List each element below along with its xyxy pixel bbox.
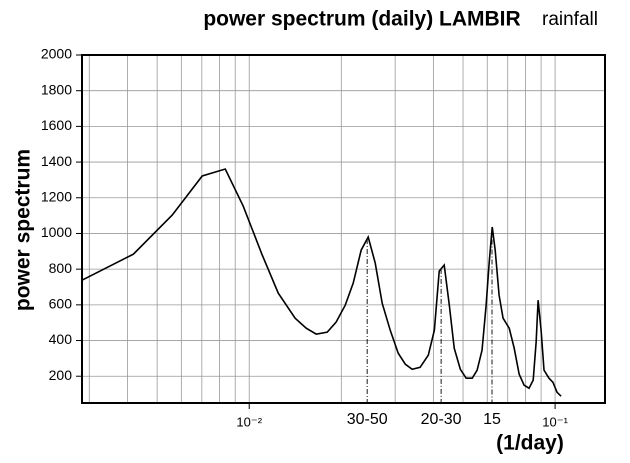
chart-title: power spectrum (daily) LAMBIR xyxy=(203,8,520,31)
chart-subtitle: rainfall xyxy=(542,9,598,30)
y-tick-label: 1800 xyxy=(41,81,72,97)
x-tick-label: 10⁻¹ xyxy=(542,414,568,429)
y-tick-label: 1000 xyxy=(41,224,72,240)
y-tick-label: 200 xyxy=(49,367,73,383)
annotation: 15 xyxy=(483,411,501,428)
y-tick-label: 1400 xyxy=(41,153,72,169)
annotation: 30-50 xyxy=(347,411,388,428)
y-axis-label: power spectrum xyxy=(12,149,35,311)
annotation: 20-30 xyxy=(421,411,462,428)
y-tick-label: 800 xyxy=(49,260,73,276)
x-axis-label: (1/day) xyxy=(496,432,564,455)
y-tick-label: 400 xyxy=(49,331,73,347)
y-tick-label: 600 xyxy=(49,296,73,312)
y-tick-label: 2000 xyxy=(41,46,72,62)
plot-frame xyxy=(81,54,606,404)
y-tick-label: 1200 xyxy=(41,188,72,204)
x-tick-label: 10⁻² xyxy=(236,414,262,429)
line xyxy=(81,168,562,397)
y-tick-label: 1600 xyxy=(41,117,72,133)
